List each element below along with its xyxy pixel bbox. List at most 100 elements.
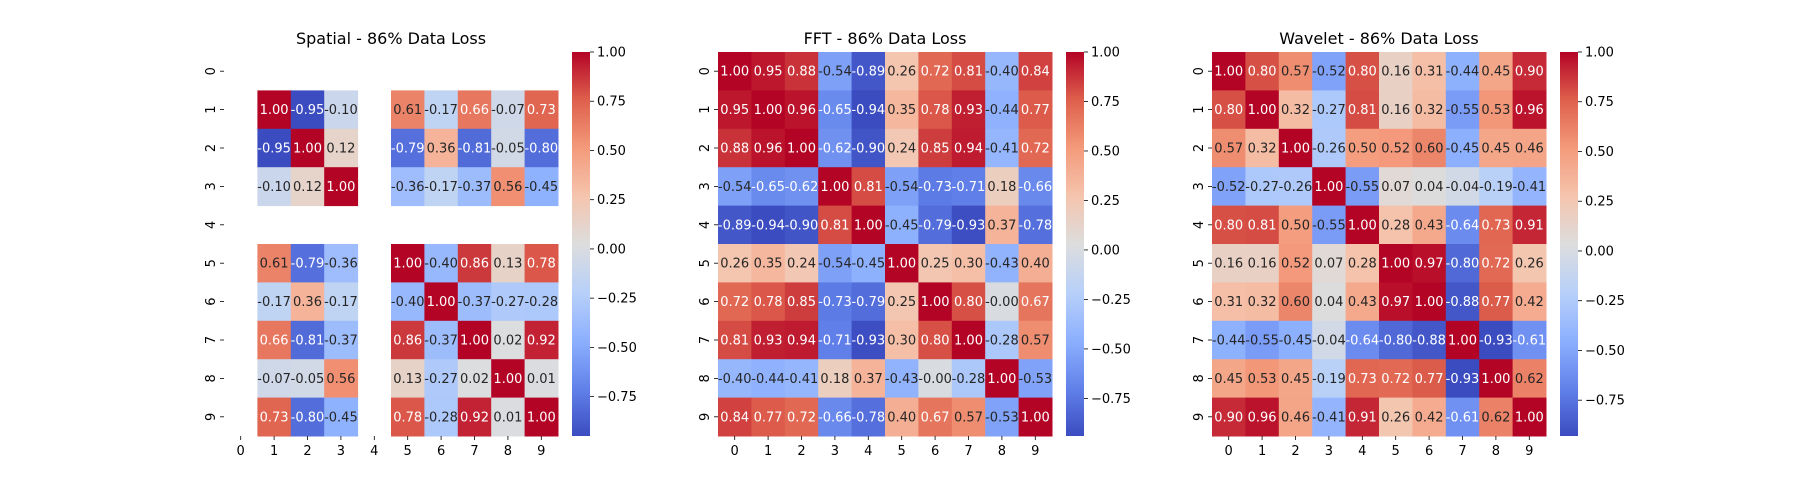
heatmap-cell <box>1512 320 1547 360</box>
heatmap-cell <box>1379 205 1413 245</box>
cell-value-label: 0.28 <box>1381 218 1410 233</box>
cell-value-label: -0.79 <box>291 257 325 272</box>
heatmap-cell <box>951 167 986 207</box>
cell-value-label: 1.00 <box>1381 257 1410 272</box>
cell-value-label: -0.00 <box>985 295 1019 310</box>
cell-value-label: 0.62 <box>1481 410 1510 425</box>
heatmap-cell <box>1018 90 1053 130</box>
cell-value-label: 0.40 <box>887 410 916 425</box>
x-tick-label: 2 <box>1291 444 1299 459</box>
cell-value-label: 0.91 <box>1348 410 1377 425</box>
cell-value-label: 1.00 <box>293 142 322 157</box>
cell-value-label: 0.07 <box>1314 257 1343 272</box>
cell-value-label: -0.44 <box>985 103 1019 118</box>
cell-value-label: -0.52 <box>1212 180 1246 195</box>
cell-value-label: 0.35 <box>754 257 783 272</box>
cell-value-label: 1.00 <box>1448 334 1477 349</box>
heatmap-cell <box>784 244 819 283</box>
cell-value-label: 1.00 <box>820 180 849 195</box>
cell-value-label: 0.28 <box>1348 257 1377 272</box>
cell-value-label: 0.57 <box>1281 65 1310 80</box>
cell-value-label: 0.81 <box>1348 103 1377 118</box>
cell-value-label: -0.81 <box>458 142 492 157</box>
cell-value-label: -0.41 <box>1312 410 1346 425</box>
y-tick-label: 5 <box>698 259 713 267</box>
cell-value-label: -0.28 <box>952 372 986 387</box>
cell-value-label: 0.52 <box>1381 142 1410 157</box>
heatmap-cell <box>951 282 986 322</box>
heatmap-cell <box>818 359 853 399</box>
cell-value-label: 0.86 <box>460 257 489 272</box>
y-tick-label: 9 <box>204 413 219 421</box>
heatmap-cell <box>851 128 886 168</box>
cell-value-label: -0.65 <box>751 180 785 195</box>
cell-value-label: 0.67 <box>1021 295 1050 310</box>
cell-value-label: -0.17 <box>424 180 458 195</box>
heatmap-cell <box>1512 90 1547 130</box>
y-tick-label: 8 <box>204 374 219 382</box>
heatmap-cell <box>290 244 325 283</box>
cell-value-label: -0.28 <box>424 410 458 425</box>
heatmap-cell <box>818 320 853 360</box>
heatmap-cell <box>1312 167 1347 207</box>
heatmap-cell <box>1379 128 1413 168</box>
heatmap-cell <box>851 90 886 130</box>
cell-value-label: 0.37 <box>854 372 883 387</box>
heatmap-cell <box>885 128 919 168</box>
heatmap-cell <box>257 244 292 283</box>
heatmap-cell <box>918 359 953 399</box>
heatmap-cell <box>1278 205 1313 245</box>
heatmap-cell <box>324 282 359 322</box>
cell-value-label: 0.32 <box>1248 295 1277 310</box>
heatmap-cell <box>1512 244 1547 283</box>
cell-value-label: 0.94 <box>787 334 816 349</box>
heatmap-cell <box>424 397 459 437</box>
cell-value-label: 0.81 <box>854 180 883 195</box>
heatmap-cell <box>491 282 526 322</box>
heatmap-cell <box>818 167 853 207</box>
colorbar-tick-label: 0.00 <box>1091 243 1120 258</box>
heatmap-cell <box>1212 90 1246 130</box>
cell-value-label: 0.61 <box>393 103 422 118</box>
heatmap-cell <box>751 359 786 399</box>
heatmap-cell <box>491 359 526 399</box>
colorbar-tick-label: 0.75 <box>1585 95 1614 110</box>
cell-value-label: 0.30 <box>954 257 983 272</box>
heatmap-cell <box>718 128 752 168</box>
cell-value-label: 0.80 <box>1248 65 1277 80</box>
cell-value-label: -0.55 <box>1345 180 1379 195</box>
cell-value-label: 1.00 <box>493 372 522 387</box>
x-tick-label: 7 <box>470 444 478 459</box>
y-tick-label: 0 <box>1192 67 1207 75</box>
cell-value-label: 0.97 <box>1381 295 1410 310</box>
x-tick-label: 4 <box>1358 444 1366 459</box>
cell-value-label: 1.00 <box>1248 103 1277 118</box>
heatmap-cell <box>391 244 425 283</box>
heatmap-cell <box>1018 52 1053 91</box>
cell-value-label: -0.45 <box>885 218 919 233</box>
heatmap-cell <box>1312 282 1347 322</box>
heatmap-cell <box>491 320 526 360</box>
heatmap-cell <box>391 167 425 207</box>
cell-value-label: 1.00 <box>921 295 950 310</box>
cell-value-label: 0.85 <box>921 142 950 157</box>
heatmap-cell <box>1245 167 1280 207</box>
heatmap-cell <box>524 359 559 399</box>
x-tick-label: 0 <box>1225 444 1233 459</box>
cell-value-label: -0.27 <box>1245 180 1279 195</box>
heatmap-cell <box>524 128 559 168</box>
cell-value-label: 0.77 <box>1415 372 1444 387</box>
cell-value-label: 0.72 <box>1021 142 1050 157</box>
heatmap-cell <box>1412 52 1447 91</box>
heatmap-cell <box>491 397 526 437</box>
cell-value-label: 1.00 <box>787 142 816 157</box>
heatmap-cell <box>818 128 853 168</box>
heatmap-cell <box>851 359 886 399</box>
cell-value-label: 0.25 <box>887 295 916 310</box>
heatmap-cell <box>1312 52 1347 91</box>
heatmap-cell <box>1512 167 1547 207</box>
heatmap-cell <box>324 244 359 283</box>
heatmap-cell <box>1345 244 1380 283</box>
cell-value-label: -0.40 <box>718 372 752 387</box>
heatmap-cell <box>851 320 886 360</box>
